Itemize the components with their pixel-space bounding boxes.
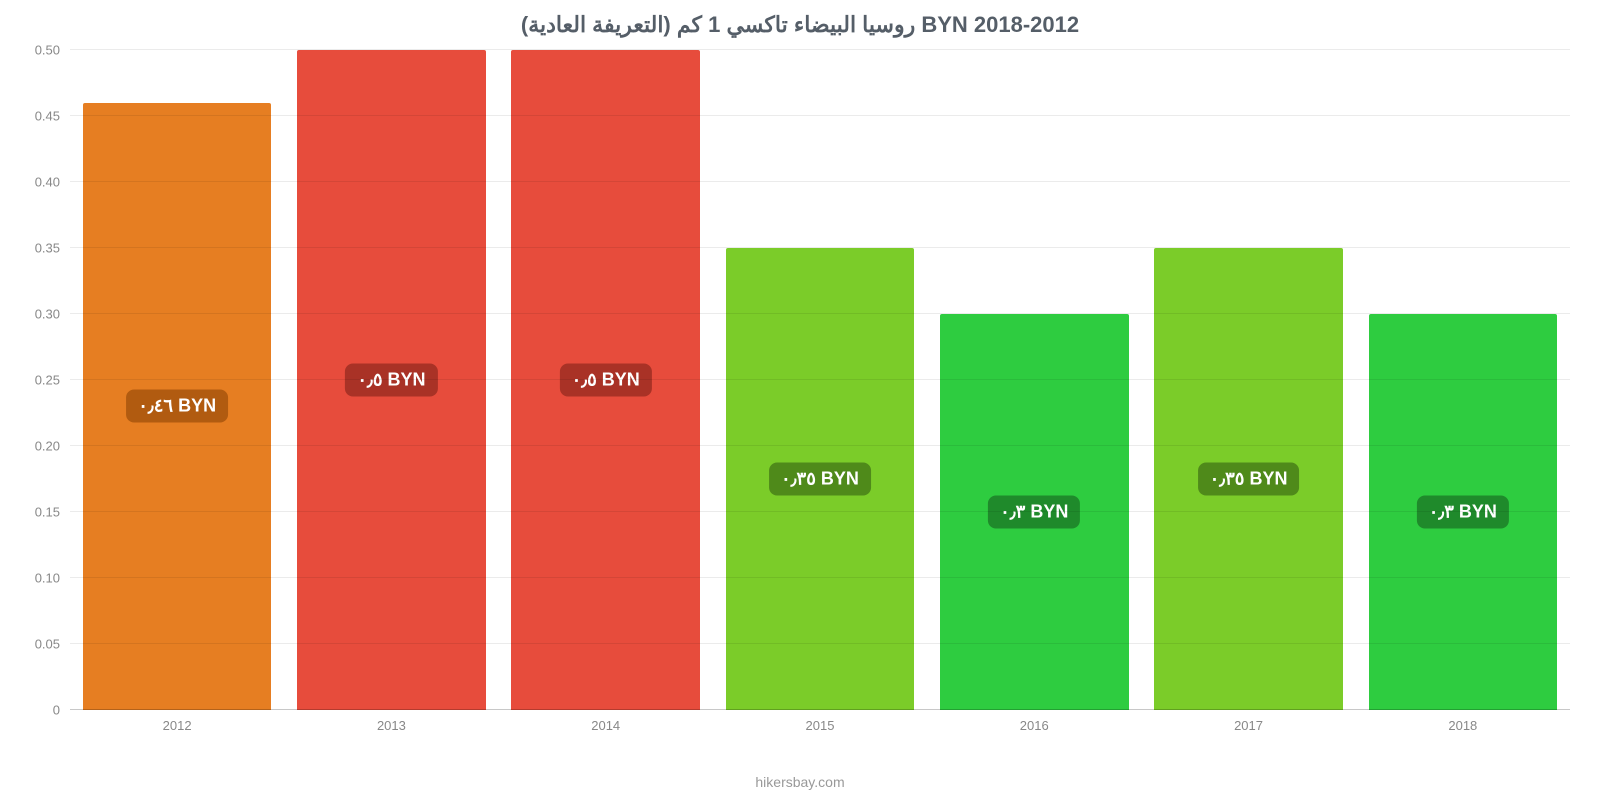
bar-value-label: ٠٫٣٥ BYN <box>769 463 871 496</box>
chart-area: ٠٫٤٦ BYN ٠٫٥ BYN ٠٫٥ BYN ٠٫٣٥ BYN ٠٫٣ BYN ٠٫٣… <box>70 50 1570 740</box>
bar: ٠٫٥ BYN <box>511 50 700 710</box>
ytick-label: 0.05 <box>35 637 60 652</box>
bar-slot: ٠٫٣٥ BYN <box>713 50 927 710</box>
ytick-label: 0.50 <box>35 43 60 58</box>
bar: ٠٫٣ BYN <box>1369 314 1558 710</box>
xtick-label: 2014 <box>499 710 713 740</box>
bar-value-label: ٠٫٥ BYN <box>345 364 437 397</box>
ytick-label: 0 <box>53 703 60 718</box>
ytick-label: 0.10 <box>35 571 60 586</box>
gridline <box>70 643 1570 644</box>
bar: ٠٫٣ BYN <box>940 314 1129 710</box>
ytick-label: 0.25 <box>35 373 60 388</box>
ytick-label: 0.15 <box>35 505 60 520</box>
bar-slot: ٠٫٣ BYN <box>1356 50 1570 710</box>
gridline <box>70 379 1570 380</box>
bar: ٠٫٣٥ BYN <box>1154 248 1343 710</box>
xtick-label: 2015 <box>713 710 927 740</box>
attribution-text: hikersbay.com <box>0 774 1600 790</box>
xtick-label: 2012 <box>70 710 284 740</box>
gridline <box>70 181 1570 182</box>
bar-value-label: ٠٫٣ BYN <box>1417 496 1509 529</box>
ytick-label: 0.30 <box>35 307 60 322</box>
gridline <box>70 247 1570 248</box>
bar-value-label: ٠٫٥ BYN <box>560 364 652 397</box>
bar-slot: ٠٫٥ BYN <box>499 50 713 710</box>
ytick-label: 0.40 <box>35 175 60 190</box>
ytick-label: 0.45 <box>35 109 60 124</box>
bar-slot: ٠٫٥ BYN <box>284 50 498 710</box>
gridline <box>70 445 1570 446</box>
gridline <box>70 115 1570 116</box>
chart-title: روسيا البيضاء تاكسي 1 كم (التعريفة العاد… <box>0 0 1600 46</box>
bars-row: ٠٫٤٦ BYN ٠٫٥ BYN ٠٫٥ BYN ٠٫٣٥ BYN ٠٫٣ BYN ٠٫٣… <box>70 50 1570 710</box>
xtick-label: 2018 <box>1356 710 1570 740</box>
bar-value-label: ٠٫٤٦ BYN <box>126 390 228 423</box>
bar: ٠٫٣٥ BYN <box>726 248 915 710</box>
xtick-label: 2016 <box>927 710 1141 740</box>
gridline <box>70 577 1570 578</box>
bar-slot: ٠٫٣ BYN <box>927 50 1141 710</box>
bar-value-label: ٠٫٣٥ BYN <box>1198 463 1300 496</box>
bar: ٠٫٤٦ BYN <box>83 103 272 710</box>
bar: ٠٫٥ BYN <box>297 50 486 710</box>
xtick-label: 2013 <box>284 710 498 740</box>
gridline <box>70 49 1570 50</box>
ytick-label: 0.35 <box>35 241 60 256</box>
bar-slot: ٠٫٣٥ BYN <box>1141 50 1355 710</box>
ytick-label: 0.20 <box>35 439 60 454</box>
gridline <box>70 313 1570 314</box>
bar-slot: ٠٫٤٦ BYN <box>70 50 284 710</box>
xtick-label: 2017 <box>1141 710 1355 740</box>
gridline <box>70 511 1570 512</box>
bar-value-label: ٠٫٣ BYN <box>988 496 1080 529</box>
plot-area: ٠٫٤٦ BYN ٠٫٥ BYN ٠٫٥ BYN ٠٫٣٥ BYN ٠٫٣ BYN ٠٫٣… <box>70 50 1570 710</box>
x-axis: 2012201320142015201620172018 <box>70 710 1570 740</box>
